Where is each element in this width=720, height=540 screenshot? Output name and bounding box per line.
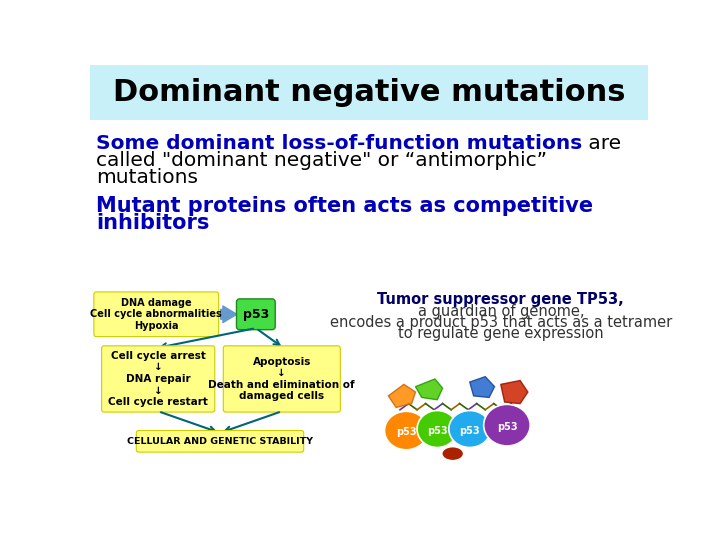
Ellipse shape xyxy=(384,411,428,450)
Text: Mutant proteins often acts as competitive: Mutant proteins often acts as competitiv… xyxy=(96,195,593,215)
Text: p53: p53 xyxy=(497,422,517,432)
Text: p53: p53 xyxy=(396,427,416,437)
Text: p53: p53 xyxy=(427,426,448,436)
Text: Cell cycle arrest
↓
DNA repair
↓
Cell cycle restart: Cell cycle arrest ↓ DNA repair ↓ Cell cy… xyxy=(108,351,208,407)
Text: to regulate gene expression: to regulate gene expression xyxy=(398,326,603,341)
Text: mutations: mutations xyxy=(96,168,198,187)
FancyBboxPatch shape xyxy=(136,430,304,452)
Ellipse shape xyxy=(449,410,490,448)
Ellipse shape xyxy=(442,447,464,461)
FancyBboxPatch shape xyxy=(236,299,275,330)
Polygon shape xyxy=(388,384,415,408)
Text: Tumor suppressor gene TP53,: Tumor suppressor gene TP53, xyxy=(377,292,624,307)
Text: a guardian of genome,: a guardian of genome, xyxy=(418,304,584,319)
Text: Dominant negative mutations: Dominant negative mutations xyxy=(113,78,625,107)
FancyArrowPatch shape xyxy=(220,306,237,322)
Polygon shape xyxy=(500,381,528,403)
Text: are: are xyxy=(582,134,621,153)
Text: DNA damage
Cell cycle abnormalities
Hypoxia: DNA damage Cell cycle abnormalities Hypo… xyxy=(91,298,222,331)
Ellipse shape xyxy=(417,410,457,448)
Text: inhibitors: inhibitors xyxy=(96,213,210,233)
Text: p53: p53 xyxy=(459,426,480,436)
Text: encodes a product p53 that acts as a tetramer: encodes a product p53 that acts as a tet… xyxy=(330,315,672,330)
Ellipse shape xyxy=(484,404,530,446)
Text: p53: p53 xyxy=(243,308,269,321)
FancyBboxPatch shape xyxy=(94,292,219,336)
Polygon shape xyxy=(469,377,495,397)
Text: Some dominant loss-of-function mutations: Some dominant loss-of-function mutations xyxy=(96,134,582,153)
FancyBboxPatch shape xyxy=(223,346,341,412)
Text: CELLULAR AND GENETIC STABILITY: CELLULAR AND GENETIC STABILITY xyxy=(127,437,313,446)
Text: called "dominant negative" or “antimorphic”: called "dominant negative" or “antimorph… xyxy=(96,151,547,170)
FancyBboxPatch shape xyxy=(102,346,215,412)
Text: Apoptosis
↓
Death and elimination of
damaged cells: Apoptosis ↓ Death and elimination of dam… xyxy=(209,356,355,401)
Polygon shape xyxy=(415,379,443,400)
FancyBboxPatch shape xyxy=(90,65,648,120)
